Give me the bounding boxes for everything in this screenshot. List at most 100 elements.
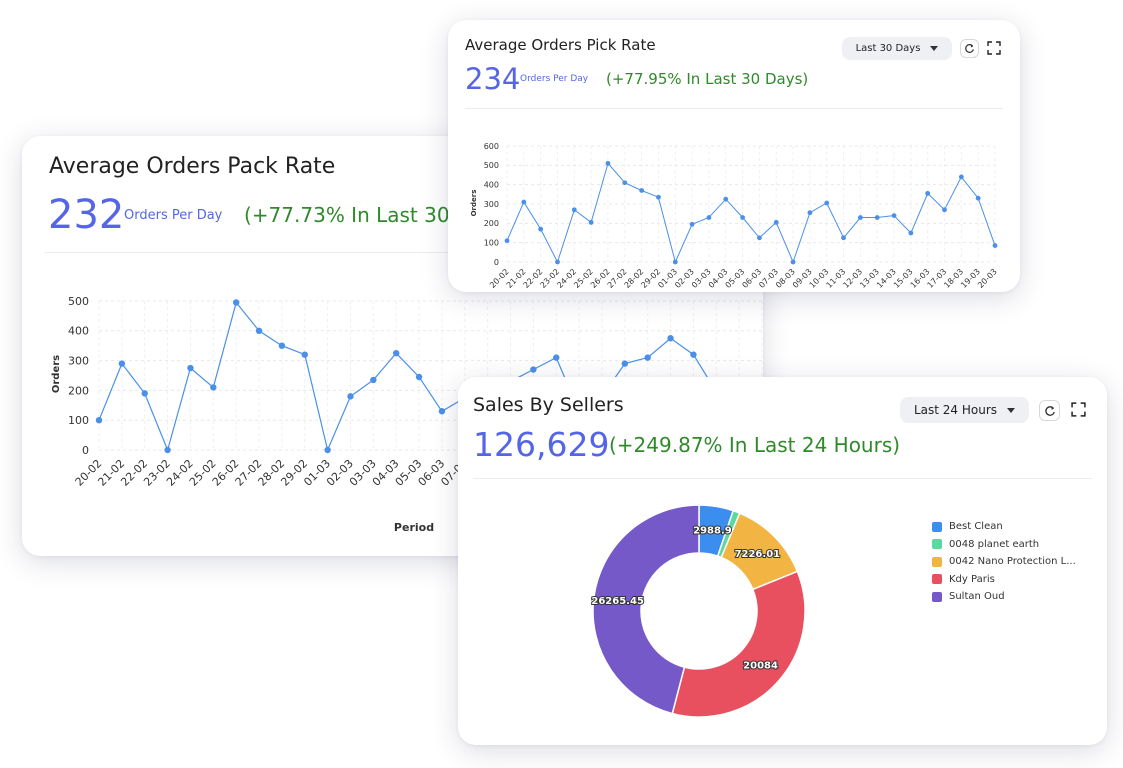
pick-rate-delta: (+77.95% In Last 30 Days)	[606, 70, 809, 88]
chevron-down-icon	[930, 46, 939, 51]
data-point[interactable]	[393, 349, 400, 357]
data-point[interactable]	[118, 360, 126, 367]
legend-label: Best Clean	[949, 521, 1003, 533]
data-point[interactable]	[690, 351, 697, 358]
data-point[interactable]	[232, 299, 240, 306]
y-tick-label: 400	[68, 325, 89, 338]
data-point[interactable]	[301, 351, 308, 358]
legend-item[interactable]: 0048 planet earth	[932, 536, 1076, 554]
y-axis-label: Orders	[51, 355, 62, 393]
legend-swatch	[932, 539, 942, 550]
data-point[interactable]	[95, 417, 103, 424]
data-point[interactable]	[925, 190, 931, 196]
refresh-icon	[965, 44, 974, 53]
slice-value-label: 2988.9	[693, 526, 732, 537]
legend-item[interactable]: Sultan Oud	[932, 588, 1076, 606]
data-point[interactable]	[588, 219, 594, 225]
data-point[interactable]	[553, 354, 560, 361]
pack-rate-value: 232	[48, 192, 125, 238]
data-point[interactable]	[807, 210, 813, 216]
card-title: Average Orders Pack Rate	[49, 154, 336, 179]
pick-rate-unit: Orders Per Day	[520, 74, 589, 84]
legend-swatch	[932, 556, 942, 567]
data-point[interactable]	[639, 188, 645, 193]
period-dropdown[interactable]: Last 24 Hours	[900, 397, 1029, 423]
data-point[interactable]	[141, 390, 148, 397]
data-point[interactable]	[757, 235, 762, 241]
data-point[interactable]	[210, 384, 217, 391]
legend-swatch	[932, 591, 942, 602]
y-tick-label: 300	[68, 354, 89, 367]
data-point[interactable]	[773, 219, 779, 225]
series-line	[506, 162, 996, 264]
refresh-button[interactable]	[960, 39, 979, 58]
y-axis-label: Orders	[470, 190, 478, 217]
data-point[interactable]	[622, 180, 628, 186]
data-point[interactable]	[187, 364, 194, 372]
data-point[interactable]	[975, 195, 981, 201]
data-point[interactable]	[992, 243, 998, 248]
legend-item[interactable]: Kdy Paris	[932, 571, 1076, 589]
legend-label: 0042 Nano Protection L...	[949, 556, 1076, 568]
y-tick-label: 600	[484, 142, 499, 151]
refresh-button[interactable]	[1039, 400, 1060, 421]
expand-button[interactable]	[985, 39, 1002, 56]
y-tick-label: 0	[494, 258, 499, 267]
pick-rate-card: Average Orders Pick Rate 234 Orders Per …	[448, 20, 1020, 292]
data-point[interactable]	[841, 235, 846, 241]
data-point[interactable]	[706, 215, 712, 220]
data-point[interactable]	[644, 354, 651, 361]
data-point[interactable]	[521, 199, 527, 205]
y-tick-label: 400	[484, 180, 499, 189]
data-point[interactable]	[790, 259, 796, 265]
period-dropdown[interactable]: Last 30 Days	[842, 37, 952, 60]
data-point[interactable]	[942, 207, 947, 213]
data-point[interactable]	[415, 373, 423, 381]
data-point[interactable]	[672, 259, 678, 265]
expand-button[interactable]	[1069, 400, 1088, 419]
data-point[interactable]	[667, 335, 674, 342]
data-point[interactable]	[255, 327, 263, 334]
pack-rate-unit: Orders Per Day	[124, 208, 223, 223]
data-point[interactable]	[857, 215, 863, 220]
legend-item[interactable]: Best Clean	[932, 518, 1076, 536]
data-point[interactable]	[605, 161, 611, 166]
legend-label: Kdy Paris	[949, 573, 995, 585]
data-point[interactable]	[164, 446, 171, 454]
data-point[interactable]	[571, 207, 577, 213]
y-tick-label: 500	[68, 295, 89, 308]
data-point[interactable]	[530, 366, 537, 373]
y-tick-label: 500	[484, 161, 499, 170]
period-dropdown-label: Last 24 Hours	[913, 403, 998, 417]
data-point[interactable]	[874, 215, 880, 220]
data-point[interactable]	[824, 200, 830, 206]
data-point[interactable]	[740, 215, 745, 220]
data-point[interactable]	[555, 259, 560, 265]
data-point[interactable]	[908, 230, 914, 236]
data-point[interactable]	[370, 376, 377, 384]
data-point[interactable]	[504, 238, 510, 244]
data-point[interactable]	[278, 342, 286, 349]
divider	[465, 108, 1003, 109]
y-tick-label: 200	[484, 219, 499, 228]
data-point[interactable]	[621, 360, 629, 367]
donut-slice[interactable]	[592, 504, 700, 715]
data-point[interactable]	[723, 196, 729, 202]
chevron-down-icon	[1007, 407, 1016, 413]
expand-icon	[1071, 402, 1086, 417]
data-point[interactable]	[324, 446, 331, 454]
expand-icon	[986, 40, 1001, 55]
data-point[interactable]	[891, 213, 897, 219]
data-point[interactable]	[689, 221, 695, 227]
legend-item[interactable]: 0042 Nano Protection L...	[932, 553, 1076, 571]
donut-slice[interactable]	[671, 570, 806, 718]
data-point[interactable]	[656, 194, 661, 200]
legend-label: 0048 planet earth	[949, 538, 1040, 550]
data-point[interactable]	[958, 174, 964, 180]
data-point[interactable]	[438, 408, 446, 415]
data-point[interactable]	[538, 226, 544, 232]
series-line	[98, 301, 763, 452]
data-point[interactable]	[347, 393, 354, 400]
divider	[473, 478, 1092, 479]
